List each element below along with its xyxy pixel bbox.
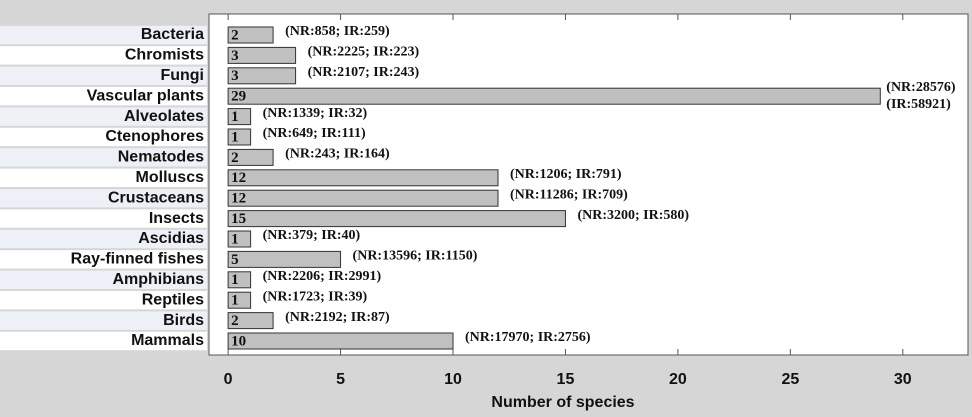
value-label: 1 bbox=[231, 293, 239, 309]
value-label: 10 bbox=[231, 333, 246, 349]
bar bbox=[228, 170, 498, 186]
value-label: 15 bbox=[231, 211, 246, 227]
annotation: (NR:379; IR:40) bbox=[263, 228, 361, 243]
bar bbox=[228, 211, 565, 227]
x-tick-label: 0 bbox=[224, 371, 233, 388]
value-label: 1 bbox=[231, 272, 239, 288]
annotation: (NR:858; IR:259) bbox=[285, 24, 390, 39]
category-label: Ctenophores bbox=[105, 128, 204, 145]
annotation: (NR:2225; IR:223) bbox=[308, 45, 420, 60]
annotation: (NR:2206; IR:2991) bbox=[263, 269, 382, 284]
category-label: Mammals bbox=[131, 332, 204, 349]
x-tick-label: 20 bbox=[669, 371, 687, 388]
x-tick-label: 10 bbox=[444, 371, 462, 388]
category-label: Molluscs bbox=[136, 169, 205, 186]
value-label: 12 bbox=[231, 170, 246, 186]
category-label: Nematodes bbox=[118, 149, 204, 166]
annotation: (NR:1723; IR:39) bbox=[263, 289, 368, 304]
value-label: 1 bbox=[231, 231, 239, 247]
category-label: Amphibians bbox=[112, 271, 204, 288]
category-label: Fungi bbox=[160, 67, 204, 84]
value-label: 1 bbox=[231, 129, 239, 145]
annotation: (NR:649; IR:111) bbox=[263, 126, 366, 141]
x-tick-label: 30 bbox=[894, 371, 912, 388]
value-label: 2 bbox=[231, 150, 239, 166]
chart: Number of species 051015202530Bacteria2(… bbox=[0, 0, 972, 417]
value-label: 2 bbox=[231, 313, 239, 329]
annotation: (NR:1206; IR:791) bbox=[510, 167, 622, 182]
annotation: (NR:28576) bbox=[886, 80, 956, 95]
annotation: (NR:243; IR:164) bbox=[285, 147, 390, 162]
category-label: Alveolates bbox=[124, 108, 204, 125]
category-label: Reptiles bbox=[142, 291, 204, 308]
x-tick-label: 15 bbox=[557, 371, 575, 388]
annotation: (NR:2192; IR:87) bbox=[285, 310, 390, 325]
category-label: Chromists bbox=[125, 47, 204, 64]
x-axis-title: Number of species bbox=[491, 394, 634, 411]
annotation: (NR:1339; IR:32) bbox=[263, 106, 368, 121]
annotation: (IR:58921) bbox=[886, 97, 951, 112]
category-label: Ascidias bbox=[138, 230, 204, 247]
annotation: (NR:17970; IR:2756) bbox=[465, 330, 591, 345]
annotation: (NR:3200; IR:580) bbox=[577, 208, 689, 223]
annotation: (NR:2107; IR:243) bbox=[308, 65, 420, 80]
category-label: Ray-finned fishes bbox=[71, 251, 204, 268]
category-label: Bacteria bbox=[141, 26, 204, 43]
x-tick-label: 5 bbox=[336, 371, 345, 388]
category-label: Vascular plants bbox=[87, 87, 204, 104]
annotation: (NR:13596; IR:1150) bbox=[353, 249, 478, 264]
category-label: Birds bbox=[163, 312, 204, 329]
category-label: Insects bbox=[149, 210, 204, 227]
value-label: 3 bbox=[231, 48, 239, 64]
value-label: 29 bbox=[231, 89, 246, 105]
value-label: 1 bbox=[231, 109, 239, 125]
value-label: 3 bbox=[231, 68, 239, 84]
value-label: 2 bbox=[231, 27, 239, 43]
annotation: (NR:11286; IR:709) bbox=[510, 187, 628, 202]
value-label: 12 bbox=[231, 191, 246, 207]
category-label: Crustaceans bbox=[108, 189, 204, 206]
value-label: 5 bbox=[231, 252, 239, 268]
bar bbox=[228, 333, 453, 349]
bar bbox=[228, 251, 340, 267]
x-tick-label: 25 bbox=[781, 371, 799, 388]
bar bbox=[228, 190, 498, 206]
bar bbox=[228, 88, 880, 104]
